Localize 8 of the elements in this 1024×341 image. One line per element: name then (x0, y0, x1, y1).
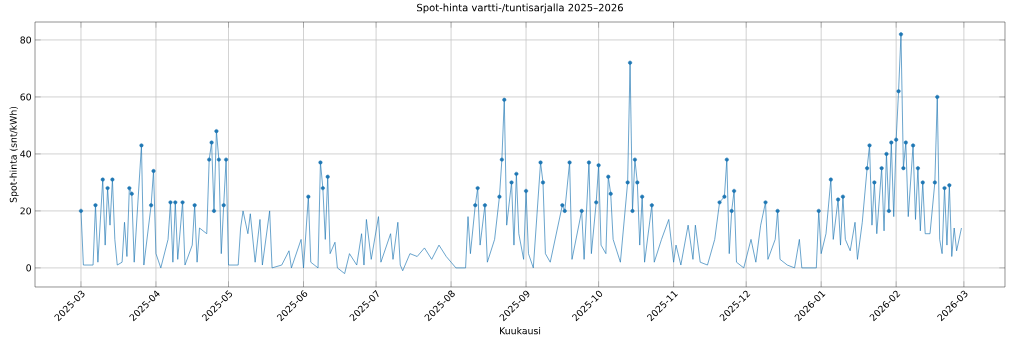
y-tick-label: 60 (20, 93, 32, 101)
y-tick-label: 40 (20, 150, 32, 158)
x-axis-title: Kuukausi (500, 327, 541, 335)
chart-title: Spot-hinta vartti-/tuntisarjalla 2025–2026 (417, 3, 623, 14)
y-tick-label: 0 (26, 264, 32, 272)
y-axis-title: Spot-hinta (snt/kWh) (9, 106, 19, 203)
y-tick-label: 80 (20, 36, 32, 44)
y-tick-label: 20 (20, 207, 32, 215)
